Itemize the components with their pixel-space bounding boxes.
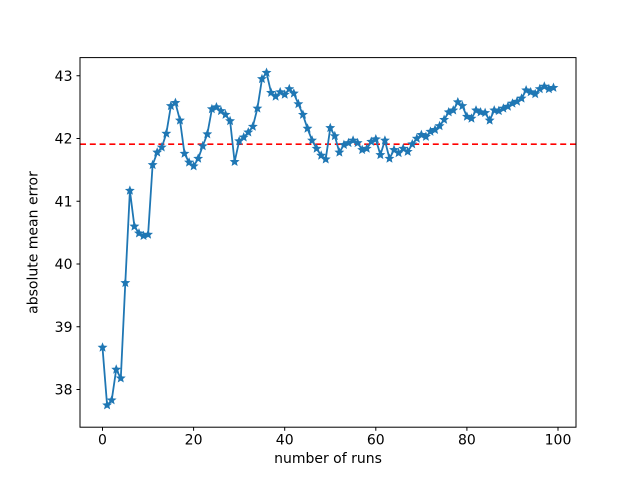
y-axis-label: absolute mean error [25,171,42,314]
y-tick-label: 42 [55,132,73,148]
x-tick-label: 0 [98,433,107,449]
data-point-markers [97,67,559,410]
data-line [101,71,555,407]
x-axis-label: number of runs [274,451,382,467]
y-tick-label: 38 [55,383,73,399]
axis-ticks [76,75,559,431]
x-tick-label: 100 [545,433,572,449]
y-tick-label: 41 [55,194,73,210]
y-tick-label: 40 [55,257,73,273]
x-tick-label: 20 [185,433,203,449]
y-tick-label: 39 [55,320,73,336]
y-tick-label: 43 [55,69,73,85]
axes-spines [79,57,577,428]
x-tick-label: 40 [276,433,294,449]
x-tick-label: 80 [458,433,476,449]
x-tick-label: 60 [367,433,385,449]
